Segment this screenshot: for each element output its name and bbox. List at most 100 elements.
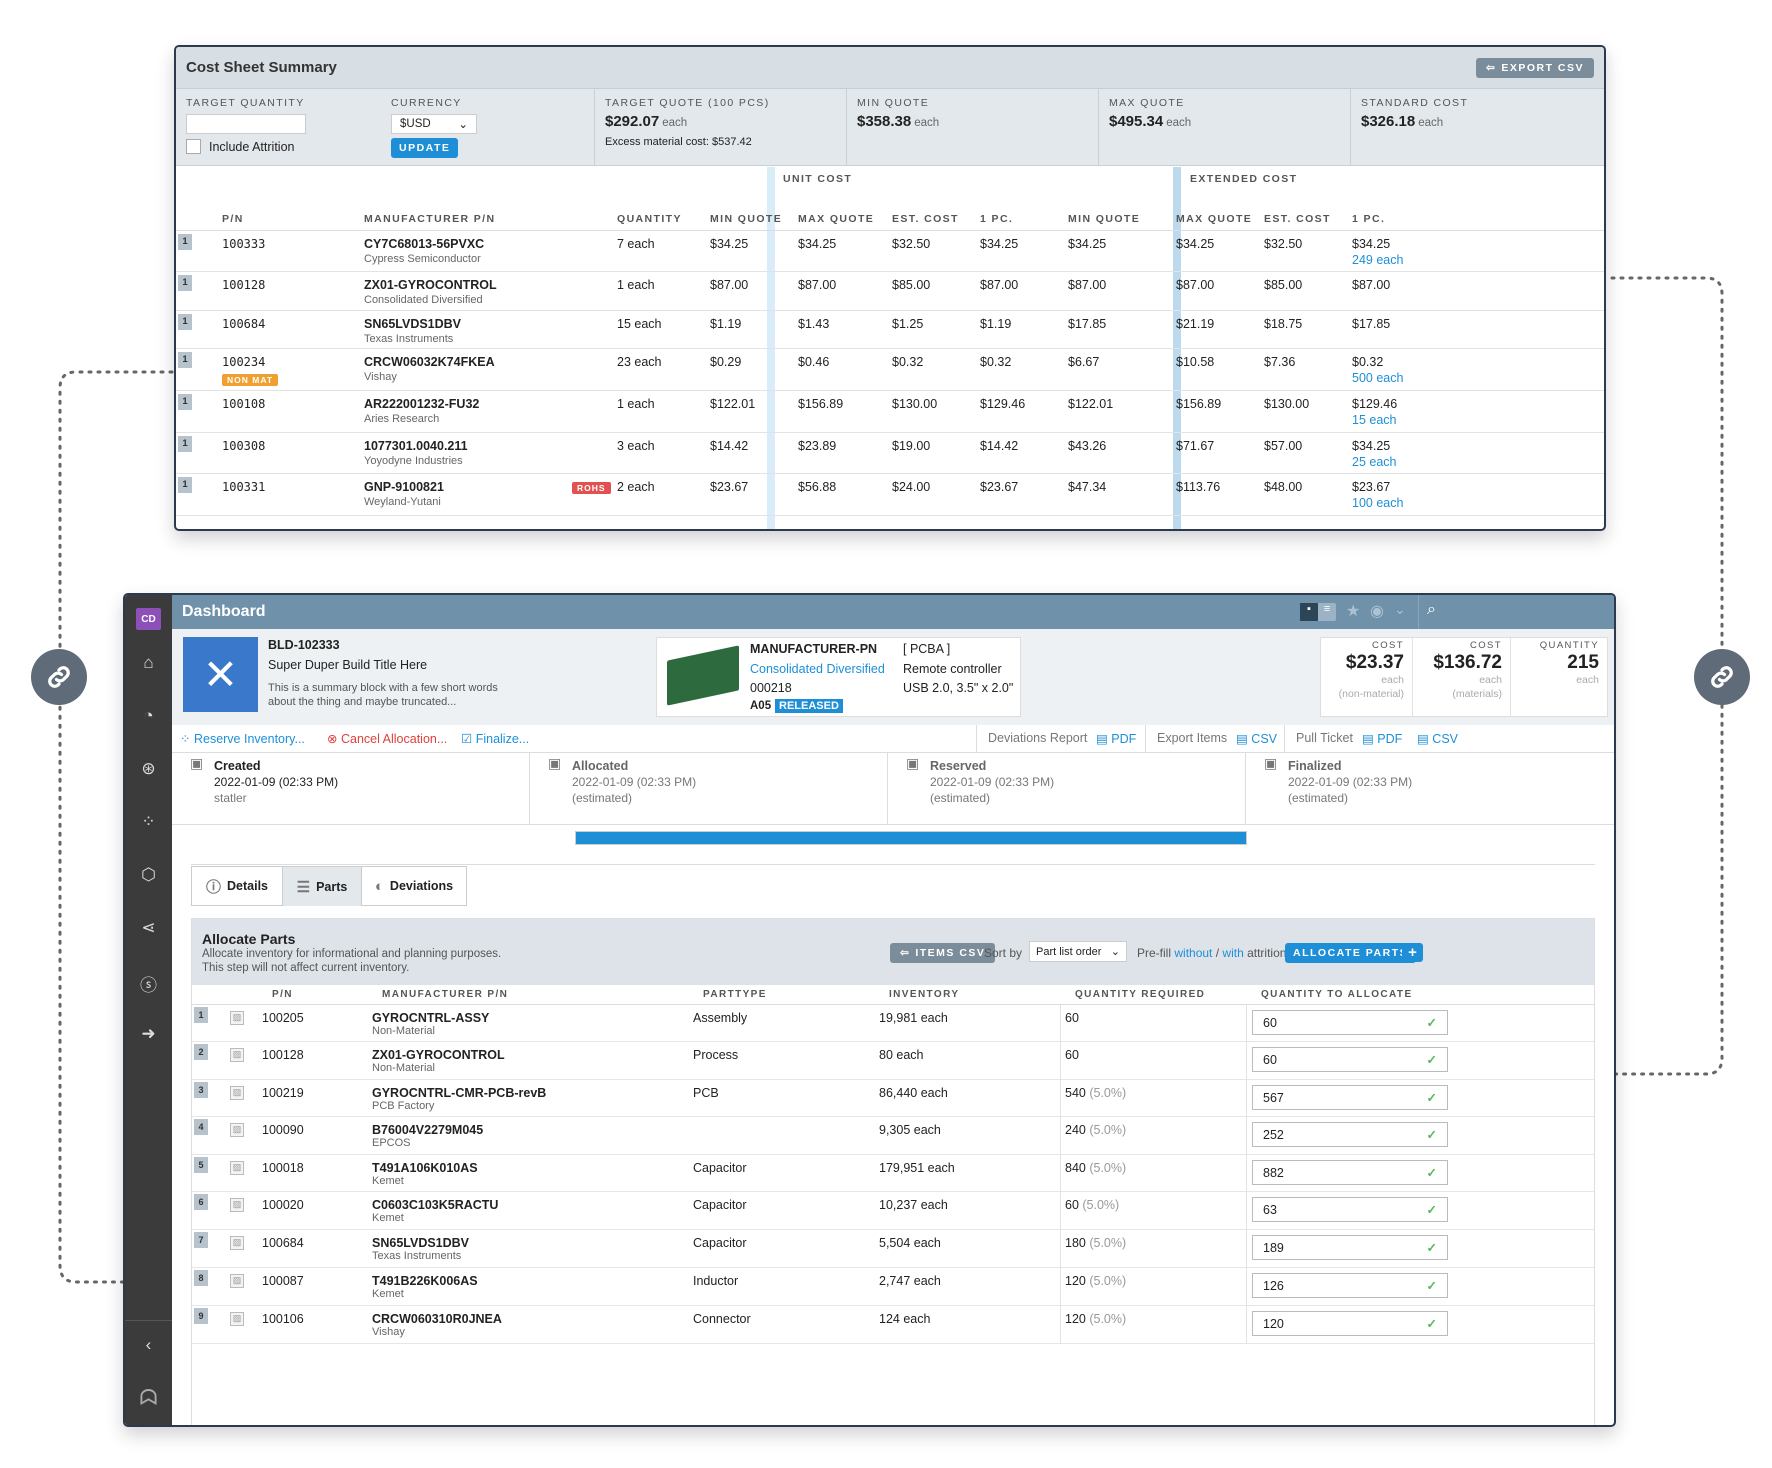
stat-block: COST $136.72 each (materials) — [1413, 638, 1511, 716]
finalize-action[interactable]: ☑ Finalize... — [461, 732, 530, 746]
price-break-link[interactable]: 15 each — [1352, 413, 1397, 427]
quantity-required: 60 — [1065, 1011, 1079, 1025]
part-thumbnail-icon: ▨ — [230, 1161, 244, 1175]
quantity-to-allocate-input[interactable]: 189 ✓ — [1252, 1235, 1448, 1260]
part-number: 100128 — [222, 278, 266, 292]
tab-deviations[interactable]: ◐ Deviations — [361, 866, 467, 906]
chevron-down-icon[interactable]: ⌄ — [1394, 601, 1406, 617]
mfr-part-number: B76004V2279M045 — [372, 1123, 484, 1137]
extended-cost-cell: $156.89 — [1176, 397, 1222, 411]
quantity-to-allocate-input[interactable]: 60 ✓ — [1252, 1047, 1448, 1072]
pull-ticket-csv-link[interactable]: ▤ CSV — [1417, 732, 1458, 746]
arrow-right-icon[interactable]: ➜ — [141, 1024, 156, 1043]
warning-icon[interactable]: ⊛ — [141, 759, 156, 778]
box-icon[interactable]: ⬡ — [141, 865, 156, 884]
add-icon[interactable]: + — [1402, 943, 1423, 962]
tab-parts[interactable]: ☰ Parts — [282, 866, 362, 906]
cost-sheet-title: Cost Sheet Summary — [186, 59, 337, 76]
refresh-icon[interactable]: ◔ — [143, 706, 154, 725]
quantity-to-allocate-input[interactable]: 882 ✓ — [1252, 1160, 1448, 1185]
cost-row: 1 100333 CY7C68013-56PVXC Cypress Semicondu… — [176, 231, 1604, 272]
row-number: 8 — [194, 1270, 208, 1286]
timeline-label: Allocated — [572, 759, 629, 773]
home-icon[interactable]: ⌂ — [143, 653, 154, 672]
extended-cost-cell: $87.00 — [1068, 278, 1107, 292]
currency-select[interactable]: $USD ⌄ — [391, 114, 477, 134]
timeline-step: ▣ Finalized 2022-01-09 (02:33 PM) (estim… — [1246, 753, 1604, 825]
export-csv-button[interactable]: ⇦ EXPORT CSV — [1476, 57, 1594, 78]
cost-col-header: MANUFACTURER P/N — [364, 213, 496, 225]
prefill-without-link[interactable]: without — [1174, 946, 1213, 960]
deviations-pdf-link[interactable]: ▤ PDF — [1096, 732, 1137, 746]
quantity-to-allocate-input[interactable]: 567 ✓ — [1252, 1085, 1448, 1110]
cancel-allocation-action[interactable]: ⊗ Cancel Allocation... — [327, 732, 448, 746]
list-view-icon[interactable]: ≡ — [1323, 603, 1331, 615]
reserve-inventory-action[interactable]: ⁘ Reserve Inventory... — [180, 732, 305, 746]
target-quantity-input[interactable] — [186, 114, 306, 134]
search-icon[interactable]: ⌕ — [1427, 601, 1436, 618]
table-row: 1 ▨ 100205 GYROCNTRL-ASSY Non-Material Assemb… — [192, 1005, 1594, 1042]
eye-icon[interactable]: ◉ — [1370, 603, 1384, 620]
mfr-pn: MANUFACTURER-PN — [750, 642, 878, 656]
manufacturer: Non-Material — [372, 1025, 435, 1037]
part-thumbnail-icon: ▨ — [230, 1123, 244, 1137]
quantity-to-allocate-input[interactable]: 63 ✓ — [1252, 1197, 1448, 1222]
cost-row: 1 100108 AR222001232-FU32 Aries Research 1 e… — [176, 391, 1604, 433]
tab-details[interactable]: ⓘ Details — [191, 866, 283, 906]
allocate-parts-button[interactable]: ALLOCATE PARTS — [1285, 943, 1417, 963]
part-thumbnail-icon: ▨ — [230, 1048, 244, 1062]
sort-select[interactable]: Part list order ⌄ — [1029, 941, 1127, 962]
quantity-to-allocate-input[interactable]: 60 ✓ — [1252, 1010, 1448, 1035]
quantity-to-allocate-input[interactable]: 252 ✓ — [1252, 1122, 1448, 1147]
allocate-table: P/N MANUFACTURER P/N PARTTYPE INVENTORY QUAN… — [192, 985, 1594, 1344]
price-break-link[interactable]: 25 each — [1352, 455, 1397, 469]
extended-cost-cell: $17.85 — [1352, 317, 1391, 331]
star-icon[interactable]: ★ — [1346, 603, 1361, 620]
unit-cost-cell: $0.46 — [798, 355, 830, 369]
manufacturer: Kemet — [372, 1175, 404, 1187]
prefill-with-link[interactable]: with — [1222, 946, 1244, 960]
dollar-icon[interactable]: ⓢ — [140, 976, 157, 995]
grid-dots-icon[interactable]: ⁘ — [141, 812, 156, 831]
alloc-col-header: QUANTITY TO ALLOCATE — [1261, 989, 1413, 1000]
manufacturer: Aries Research — [364, 413, 440, 425]
list-icon: ☰ — [296, 878, 311, 896]
page-title: Dashboard — [182, 603, 266, 620]
manufacturer: Consolidated Diversified — [364, 294, 483, 306]
extended-cost-cell: $10.58 — [1176, 355, 1215, 369]
extended-cost-cell: $17.85 — [1068, 317, 1107, 331]
build-image: ✕ — [183, 637, 258, 712]
cost-row: 1 100234 NON MAT CRCW06032K74FKEA Vishay 23 e… — [176, 349, 1604, 391]
export-items-csv-link[interactable]: ▤ CSV — [1236, 732, 1277, 746]
quantity-to-allocate-input[interactable]: 126 ✓ — [1252, 1273, 1448, 1298]
pull-ticket-pdf-link[interactable]: ▤ PDF — [1362, 732, 1403, 746]
currency-label: CURRENCY — [391, 97, 462, 109]
include-attrition-checkbox[interactable] — [186, 139, 201, 154]
unit-cost-cell: $1.43 — [798, 317, 830, 331]
csv-icon: ▤ — [1236, 732, 1248, 746]
update-button[interactable]: UPDATE — [391, 138, 459, 158]
row-number: 5 — [194, 1157, 208, 1173]
collapse-icon[interactable]: ‹ — [145, 1335, 152, 1354]
csv-icon: ▤ — [1417, 732, 1429, 746]
manufacturer: Kemet — [372, 1288, 404, 1300]
extended-cost-cell: $43.26 — [1068, 439, 1107, 453]
mfr-part-number: T491B226K006AS — [372, 1274, 478, 1288]
grid-view-icon[interactable]: ▪ — [1300, 603, 1318, 621]
cost-row: 1 100308 1077301.0040.211 Yoyodyne Industri… — [176, 433, 1604, 474]
row-number: 2 — [194, 1044, 208, 1060]
share-icon[interactable]: ⋖ — [141, 918, 156, 937]
items-csv-button[interactable]: ⇦ ITEMS CSV — [890, 943, 996, 963]
view-toggle[interactable]: ▪ ≡ — [1300, 603, 1336, 621]
timeline-step: ▣ Reserved 2022-01-09 (02:33 PM) (estima… — [888, 753, 1246, 825]
dots-icon: ⁘ — [180, 732, 191, 746]
stat-label: QUANTITY — [1539, 640, 1599, 651]
app-logo[interactable]: CD — [136, 608, 161, 630]
stat-unit: each — [1479, 674, 1502, 686]
price-break-link[interactable]: 249 each — [1352, 253, 1404, 267]
quantity-to-allocate-input[interactable]: 120 ✓ — [1252, 1311, 1448, 1336]
price-break-link[interactable]: 500 each — [1352, 371, 1404, 385]
price-break-link[interactable]: 100 each — [1352, 496, 1404, 510]
pull-ticket-label: Pull Ticket — [1296, 731, 1353, 745]
mfr-name-link[interactable]: Consolidated Diversified — [750, 662, 885, 676]
